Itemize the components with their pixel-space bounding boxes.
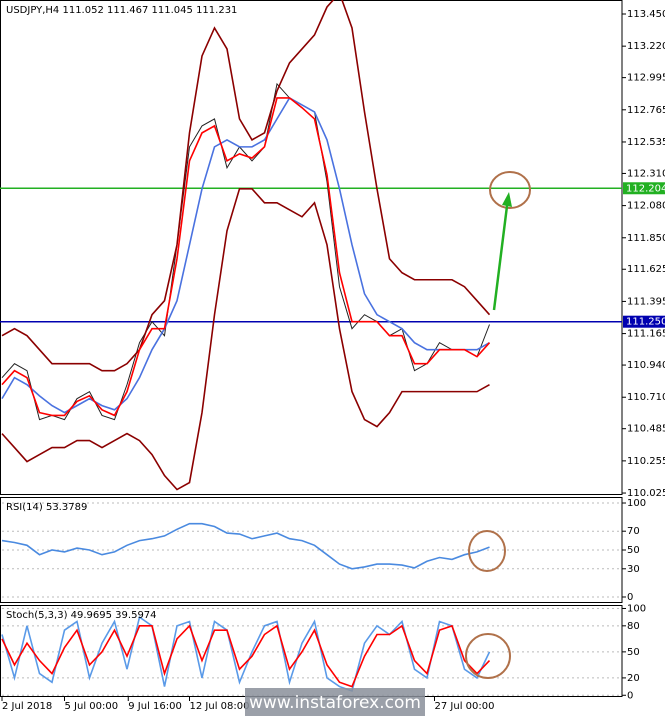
series-line (1, 624, 491, 688)
panel-title: USDJPY,H4 111.052 111.467 111.045 111.23… (6, 5, 237, 16)
y-tick-label: 111.395 (627, 296, 665, 307)
y-tick-label: 70 (627, 526, 640, 537)
y-tick-label: 110.485 (627, 424, 665, 435)
y-tick-label: 112.080 (627, 201, 665, 212)
level-label-box (623, 182, 665, 195)
level-label: 111.250 (626, 317, 665, 328)
y-tick-label: 111.850 (627, 233, 665, 244)
y-tick-label: 0 (627, 592, 633, 603)
panel-title: Stoch(5,3,3) 49.9695 39.5974 (6, 610, 157, 621)
stoch-circle (465, 633, 511, 679)
series-line (1, 188, 490, 491)
level-label-box (623, 315, 665, 328)
series-line (1, 522, 490, 570)
y-tick-label: 111.165 (627, 329, 665, 340)
target-circle (489, 171, 531, 209)
y-tick-label: 112.995 (627, 73, 665, 84)
panel-frame (0, 0, 623, 495)
y-tick-label: 80 (627, 621, 640, 632)
y-tick-label: 30 (627, 564, 640, 575)
y-tick-label: 0 (627, 690, 633, 701)
y-tick-label: 110.025 (627, 488, 665, 499)
watermark-box (245, 688, 425, 716)
x-tick-label: 9 Jul 16:00 (128, 701, 182, 712)
x-tick-label: 5 Jul 00:00 (65, 701, 119, 712)
y-tick-label: 50 (627, 647, 640, 658)
x-tick-label: 2 Jul 2018 (2, 701, 52, 712)
series-line (1, 97, 491, 417)
y-tick-label: 111.625 (627, 264, 665, 275)
y-tick-label: 20 (627, 673, 640, 684)
y-tick-label: 110.940 (627, 360, 665, 371)
series-line (1, 0, 491, 372)
y-tick-label: 50 (627, 545, 640, 556)
arrow-head (502, 192, 512, 207)
y-tick-label: 110.255 (627, 456, 665, 467)
y-tick-label: 112.765 (627, 105, 665, 116)
level-label: 112.204 (626, 183, 665, 194)
y-tick-label: 112.535 (627, 137, 665, 148)
y-tick-label: 100 (627, 603, 646, 614)
x-tick-label: 27 Jul 00:00 (435, 701, 495, 712)
y-tick-label: 100 (627, 498, 646, 509)
panel-title: RSI(14) 53.3789 (6, 502, 87, 513)
y-tick-label: 113.450 (627, 9, 665, 20)
x-tick-label: 12 Jul 08:00 (190, 701, 250, 712)
y-tick-label: 113.220 (627, 41, 665, 52)
series-line (1, 96, 490, 414)
rsi-circle (468, 530, 506, 572)
y-tick-label: 110.710 (627, 392, 665, 403)
watermark: www.instaforex.com (249, 693, 421, 713)
y-tick-label: 112.310 (627, 168, 665, 179)
arrow (492, 197, 510, 311)
